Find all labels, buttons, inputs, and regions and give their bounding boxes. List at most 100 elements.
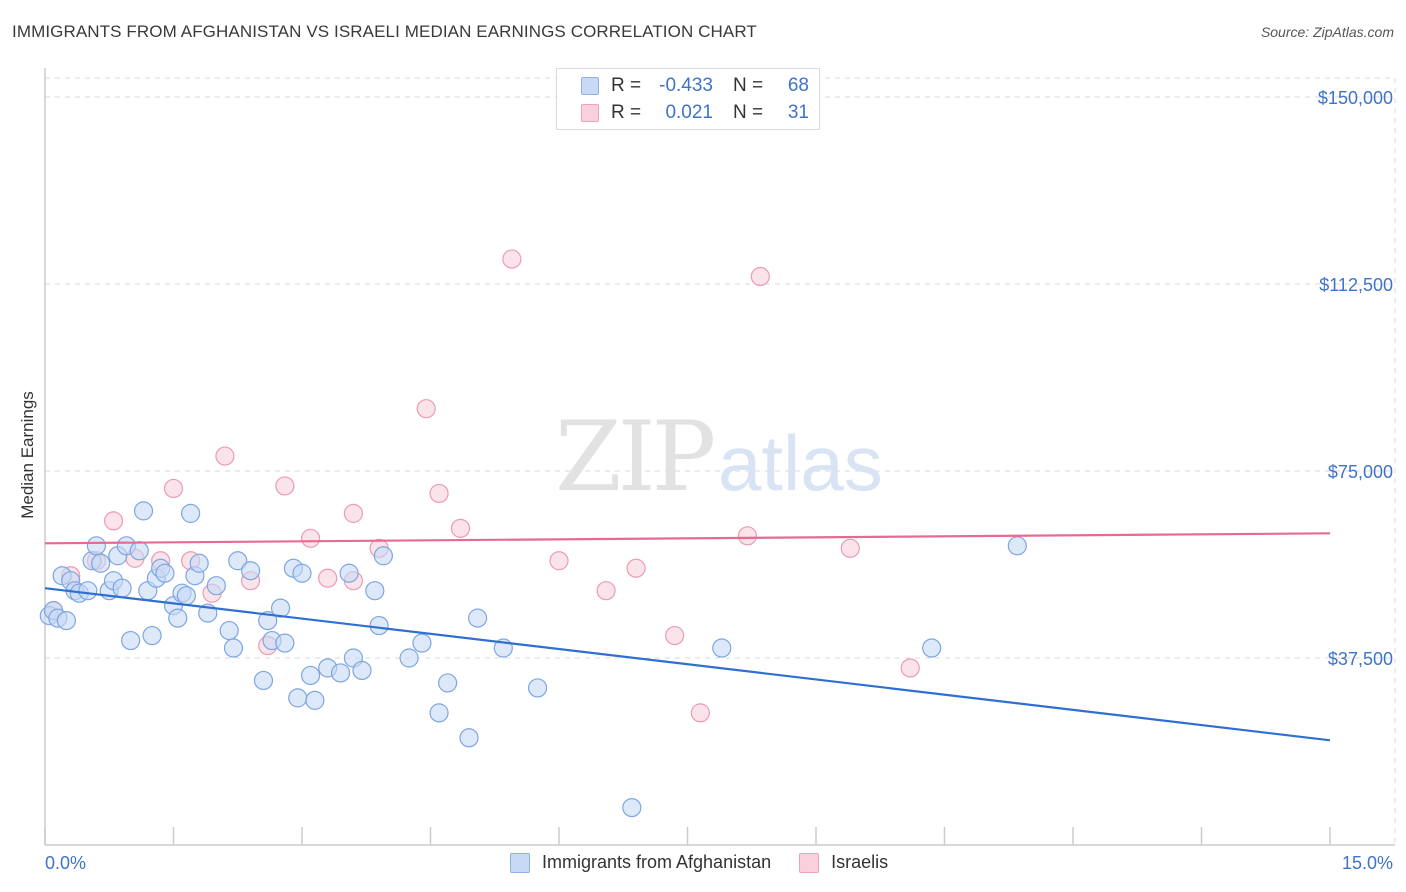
afghanistan-point (219, 620, 239, 641)
israelis-point (900, 658, 920, 678)
legend-n-value: 31 (787, 102, 809, 123)
israelis-point (596, 581, 616, 601)
legend-r-value: 0.021 (665, 102, 713, 123)
israelis-point (840, 538, 860, 558)
legend-r-label: R = (611, 75, 642, 96)
afghanistan-point (527, 678, 548, 698)
legend-label-afghanistan: Immigrants from Afghanistan (542, 852, 772, 872)
afghanistan-point (91, 553, 111, 573)
legend-r-value: -0.433 (659, 75, 713, 96)
afghanistan-point (712, 638, 732, 658)
afghanistan-point (189, 553, 209, 573)
israelis-point (549, 551, 569, 571)
source-credit: Source: ZipAtlas.com (1260, 24, 1394, 40)
israelis-swatch (581, 104, 599, 122)
axes (44, 68, 1395, 846)
afghanistan-point (121, 630, 141, 651)
afghanistan-point (292, 563, 312, 583)
israelis-point (343, 503, 363, 523)
gridlines (45, 77, 1396, 845)
afghanistan-point (168, 608, 188, 628)
afghanistan-point (399, 648, 419, 668)
afghanistan-point (78, 581, 98, 601)
legend-n-label: N = (733, 75, 764, 96)
trend-lines (44, 532, 1331, 742)
y-tick-label: $150,000 (1318, 88, 1393, 108)
afghanistan-swatch (510, 852, 530, 873)
afghanistan-point (459, 728, 479, 748)
y-axis-label: Median Earnings (18, 391, 37, 519)
israelis-swatch (799, 852, 820, 873)
afghanistan-point (365, 581, 385, 601)
israelis-point (300, 528, 321, 548)
israelis-point (103, 511, 124, 531)
israelis-trend-line (44, 532, 1331, 545)
israelis-point (690, 703, 710, 723)
afghanistan-trend-line (44, 587, 1331, 742)
israelis-point (750, 266, 770, 287)
afghanistan-point (468, 608, 488, 628)
afghanistan-point (373, 546, 393, 566)
israelis-point (429, 483, 449, 504)
afghanistan-point (438, 673, 458, 693)
watermark-zip: ZIP (555, 401, 714, 513)
afghanistan-point (429, 703, 449, 723)
israelis-point (275, 476, 295, 496)
israelis-point (626, 558, 646, 578)
afghanistan-point (253, 670, 274, 691)
x-tick-label: 0.0% (45, 853, 86, 873)
afghanistan-point (241, 561, 261, 581)
legend-label-israelis: Israelis (831, 852, 889, 872)
watermark: ZIP atlas (555, 401, 883, 513)
tick-labels: $37,500 $75,000 $112,500 $150,000 0.0% 15.0% (45, 88, 1393, 873)
chart-title: IMMIGRANTS FROM AFGHANISTAN VS ISRAELI M… (12, 22, 757, 41)
israelis-point (215, 446, 235, 466)
y-tick-label: $112,500 (1319, 275, 1393, 295)
y-tick-label: $75,000 (1328, 462, 1393, 482)
legend-n-value: 68 (787, 75, 809, 96)
afghanistan-point (223, 638, 244, 658)
afghanistan-point (369, 615, 389, 636)
y-tick-label: $37,500 (1328, 649, 1393, 669)
afghanistan-point (305, 690, 325, 710)
israelis-point (163, 478, 184, 499)
afghanistan-point (133, 501, 154, 521)
afghanistan-point (181, 503, 201, 523)
afghanistan-points (39, 501, 1027, 818)
legend-row-israelis: R = 0.021 N = 31 (581, 101, 809, 125)
afghanistan-point (142, 625, 162, 646)
afghanistan-point (622, 797, 642, 818)
afghanistan-point (112, 578, 132, 598)
legend-item-israelis: Israelis (799, 852, 888, 873)
afghanistan-point (288, 688, 308, 708)
watermark-atlas: atlas (718, 419, 883, 507)
legend-item-afghanistan: Immigrants from Afghanistan (510, 852, 771, 873)
afghanistan-point (86, 536, 107, 556)
afghanistan-point (228, 551, 248, 571)
correlation-legend: R = -0.433 N = 68 R = 0.021 N = 31 (556, 68, 820, 130)
israelis-point (737, 526, 758, 546)
afghanistan-point (330, 663, 351, 683)
afghanistan-point (300, 665, 321, 686)
afghanistan-swatch (581, 77, 599, 95)
afghanistan-point (352, 660, 372, 681)
afghanistan-point (176, 586, 196, 606)
afghanistan-point (1007, 536, 1027, 556)
afghanistan-point (412, 633, 432, 653)
x-tick-label: 15.0% (1342, 853, 1393, 873)
afghanistan-point (129, 541, 149, 561)
afghanistan-point (155, 563, 175, 583)
afghanistan-point (922, 638, 942, 658)
afghanistan-point (206, 576, 226, 596)
israelis-point (665, 625, 685, 646)
israelis-point (318, 568, 338, 588)
israelis-point (450, 518, 471, 538)
afghanistan-point (339, 563, 359, 583)
series-legend: Immigrants from Afghanistan Israelis (510, 852, 916, 873)
afghanistan-point (56, 610, 77, 631)
israelis-point (416, 399, 436, 419)
legend-row-afghanistan: R = -0.433 N = 68 (581, 74, 809, 98)
afghanistan-point (275, 633, 295, 653)
legend-n-label: N = (733, 102, 764, 123)
